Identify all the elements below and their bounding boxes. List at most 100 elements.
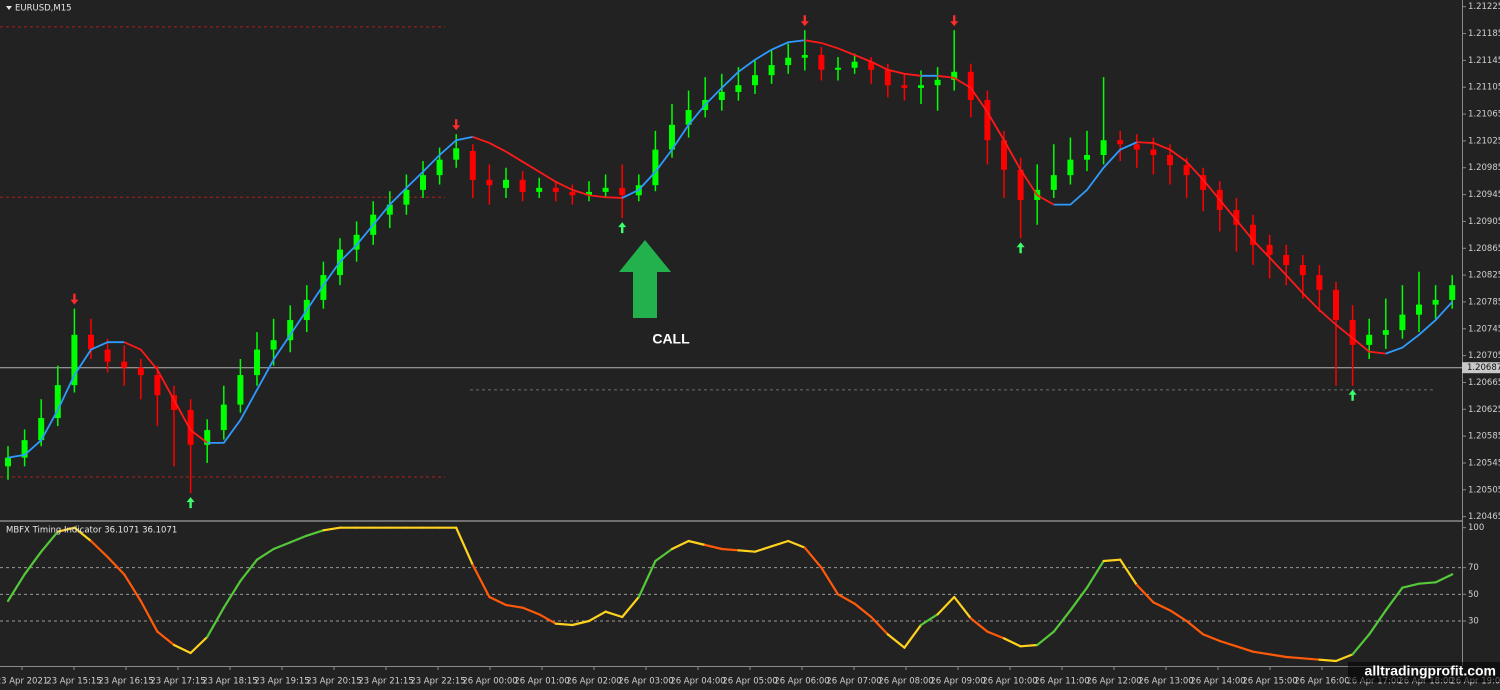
indicator-line: [1301, 657, 1321, 661]
moving-average: [123, 341, 208, 444]
buy-arrow: [618, 222, 627, 234]
candle-body: [1233, 210, 1240, 225]
candle-body: [1001, 140, 1007, 170]
indicator-line: [6, 573, 26, 603]
indicator-line: [853, 602, 873, 619]
candle-body: [934, 79, 941, 86]
y-tick-label: 1.21185: [1468, 29, 1500, 39]
y-tick-label: 1.20865: [1468, 244, 1500, 254]
indicator-line: [272, 541, 292, 551]
x-tick-label: 23 Apr 21:15: [358, 677, 413, 687]
indicator-line: [969, 617, 989, 633]
candle-body: [569, 191, 576, 196]
candle-body: [469, 150, 476, 180]
indicator-line: [23, 550, 43, 576]
candle-body: [884, 69, 891, 86]
indicator-line: [836, 593, 856, 605]
x-tick-label: 23 Apr 17:15: [150, 677, 205, 687]
candle-body: [851, 61, 858, 68]
candle-body: [1200, 175, 1207, 190]
x-tick-label: 23 Apr 2021: [0, 677, 48, 687]
x-tick-label: 26 Apr 16:00: [1294, 677, 1349, 687]
x-tick-label: 26 Apr 07:00: [826, 677, 881, 687]
candle-body: [71, 334, 78, 386]
sell-arrow: [452, 119, 461, 131]
candle-body: [901, 85, 908, 88]
candle-body: [220, 404, 227, 431]
y-tick-label: 1.20585: [1468, 432, 1500, 442]
indicator-line: [206, 606, 225, 639]
indicator-line: [803, 546, 823, 569]
candle-body: [38, 418, 45, 441]
candle-body: [237, 375, 244, 405]
indicator-line: [1235, 645, 1255, 653]
candle-body: [104, 349, 111, 362]
moving-average: [1053, 141, 1138, 206]
menu-triangle[interactable]: [6, 6, 12, 10]
candle-body: [1366, 334, 1373, 345]
indicator-line: [1019, 643, 1039, 648]
x-tick-label: 26 Apr 10:00: [982, 677, 1037, 687]
y-tick-label: 1.20705: [1468, 351, 1500, 361]
indicator-line: [953, 595, 972, 620]
candle-body: [453, 148, 460, 160]
indicator-line: [1185, 619, 1205, 636]
indicator-line: [687, 539, 707, 547]
indicator-line: [787, 539, 806, 549]
indicator-line: [1135, 583, 1155, 604]
call-arrow: [619, 240, 671, 318]
call-label: CALL: [652, 331, 690, 347]
indicator-line: [1152, 601, 1172, 612]
candle-body: [320, 275, 327, 300]
indicator-line: [255, 547, 275, 561]
candle-body: [1432, 299, 1439, 305]
indicator-line: [604, 610, 624, 619]
candle-body: [88, 334, 94, 350]
candle-body: [602, 187, 609, 192]
y-tick-label: 1.21025: [1468, 136, 1500, 146]
candle-body: [1167, 154, 1173, 166]
y-tick-label: 1.20545: [1468, 458, 1500, 468]
candle-body: [1349, 320, 1356, 345]
indicator-line: [40, 530, 59, 553]
candle-body: [1017, 169, 1024, 200]
symbol-title: EURUSD,M15: [15, 4, 72, 14]
candle-body: [1067, 159, 1074, 176]
sell-arrow: [950, 15, 959, 27]
indicator-line: [720, 547, 740, 552]
candle-body: [735, 85, 742, 92]
indicator-line: [1002, 637, 1022, 648]
y-tick-label: 1.20905: [1468, 217, 1500, 227]
indicator-line: [1085, 559, 1105, 589]
watermark: alltradingprofit.com: [1365, 663, 1496, 679]
candle-body: [1050, 175, 1057, 190]
indicator-line: [322, 526, 342, 532]
candle-body: [536, 187, 543, 192]
buy-arrow: [186, 497, 195, 509]
x-tick-label: 26 Apr 13:00: [1138, 677, 1193, 687]
moving-average: [804, 39, 922, 77]
indicator-line: [538, 613, 557, 625]
candle-body: [1316, 275, 1323, 290]
current-price-box: [1462, 362, 1500, 374]
candle-body: [403, 189, 410, 205]
indicator-line: [704, 543, 723, 551]
indicator-line: [1168, 609, 1188, 623]
indicator-line: [1401, 582, 1421, 589]
candle-body: [669, 124, 675, 150]
candle-body: [154, 375, 161, 396]
x-tick-label: 26 Apr 11:00: [1034, 677, 1089, 687]
y-tick-label: 1.20625: [1468, 405, 1500, 415]
candle-body: [1416, 304, 1422, 315]
candle-body: [204, 430, 211, 445]
x-tick-label: 26 Apr 08:00: [878, 677, 933, 687]
x-tick-label: 26 Apr 04:00: [670, 677, 725, 687]
y-tick-label: 50: [1468, 590, 1479, 600]
indicator-line: [139, 599, 159, 633]
indicator-line: [56, 526, 76, 533]
indicator-line: [753, 545, 773, 553]
moving-average: [937, 74, 1055, 206]
y-tick-label: 1.21145: [1468, 56, 1500, 66]
